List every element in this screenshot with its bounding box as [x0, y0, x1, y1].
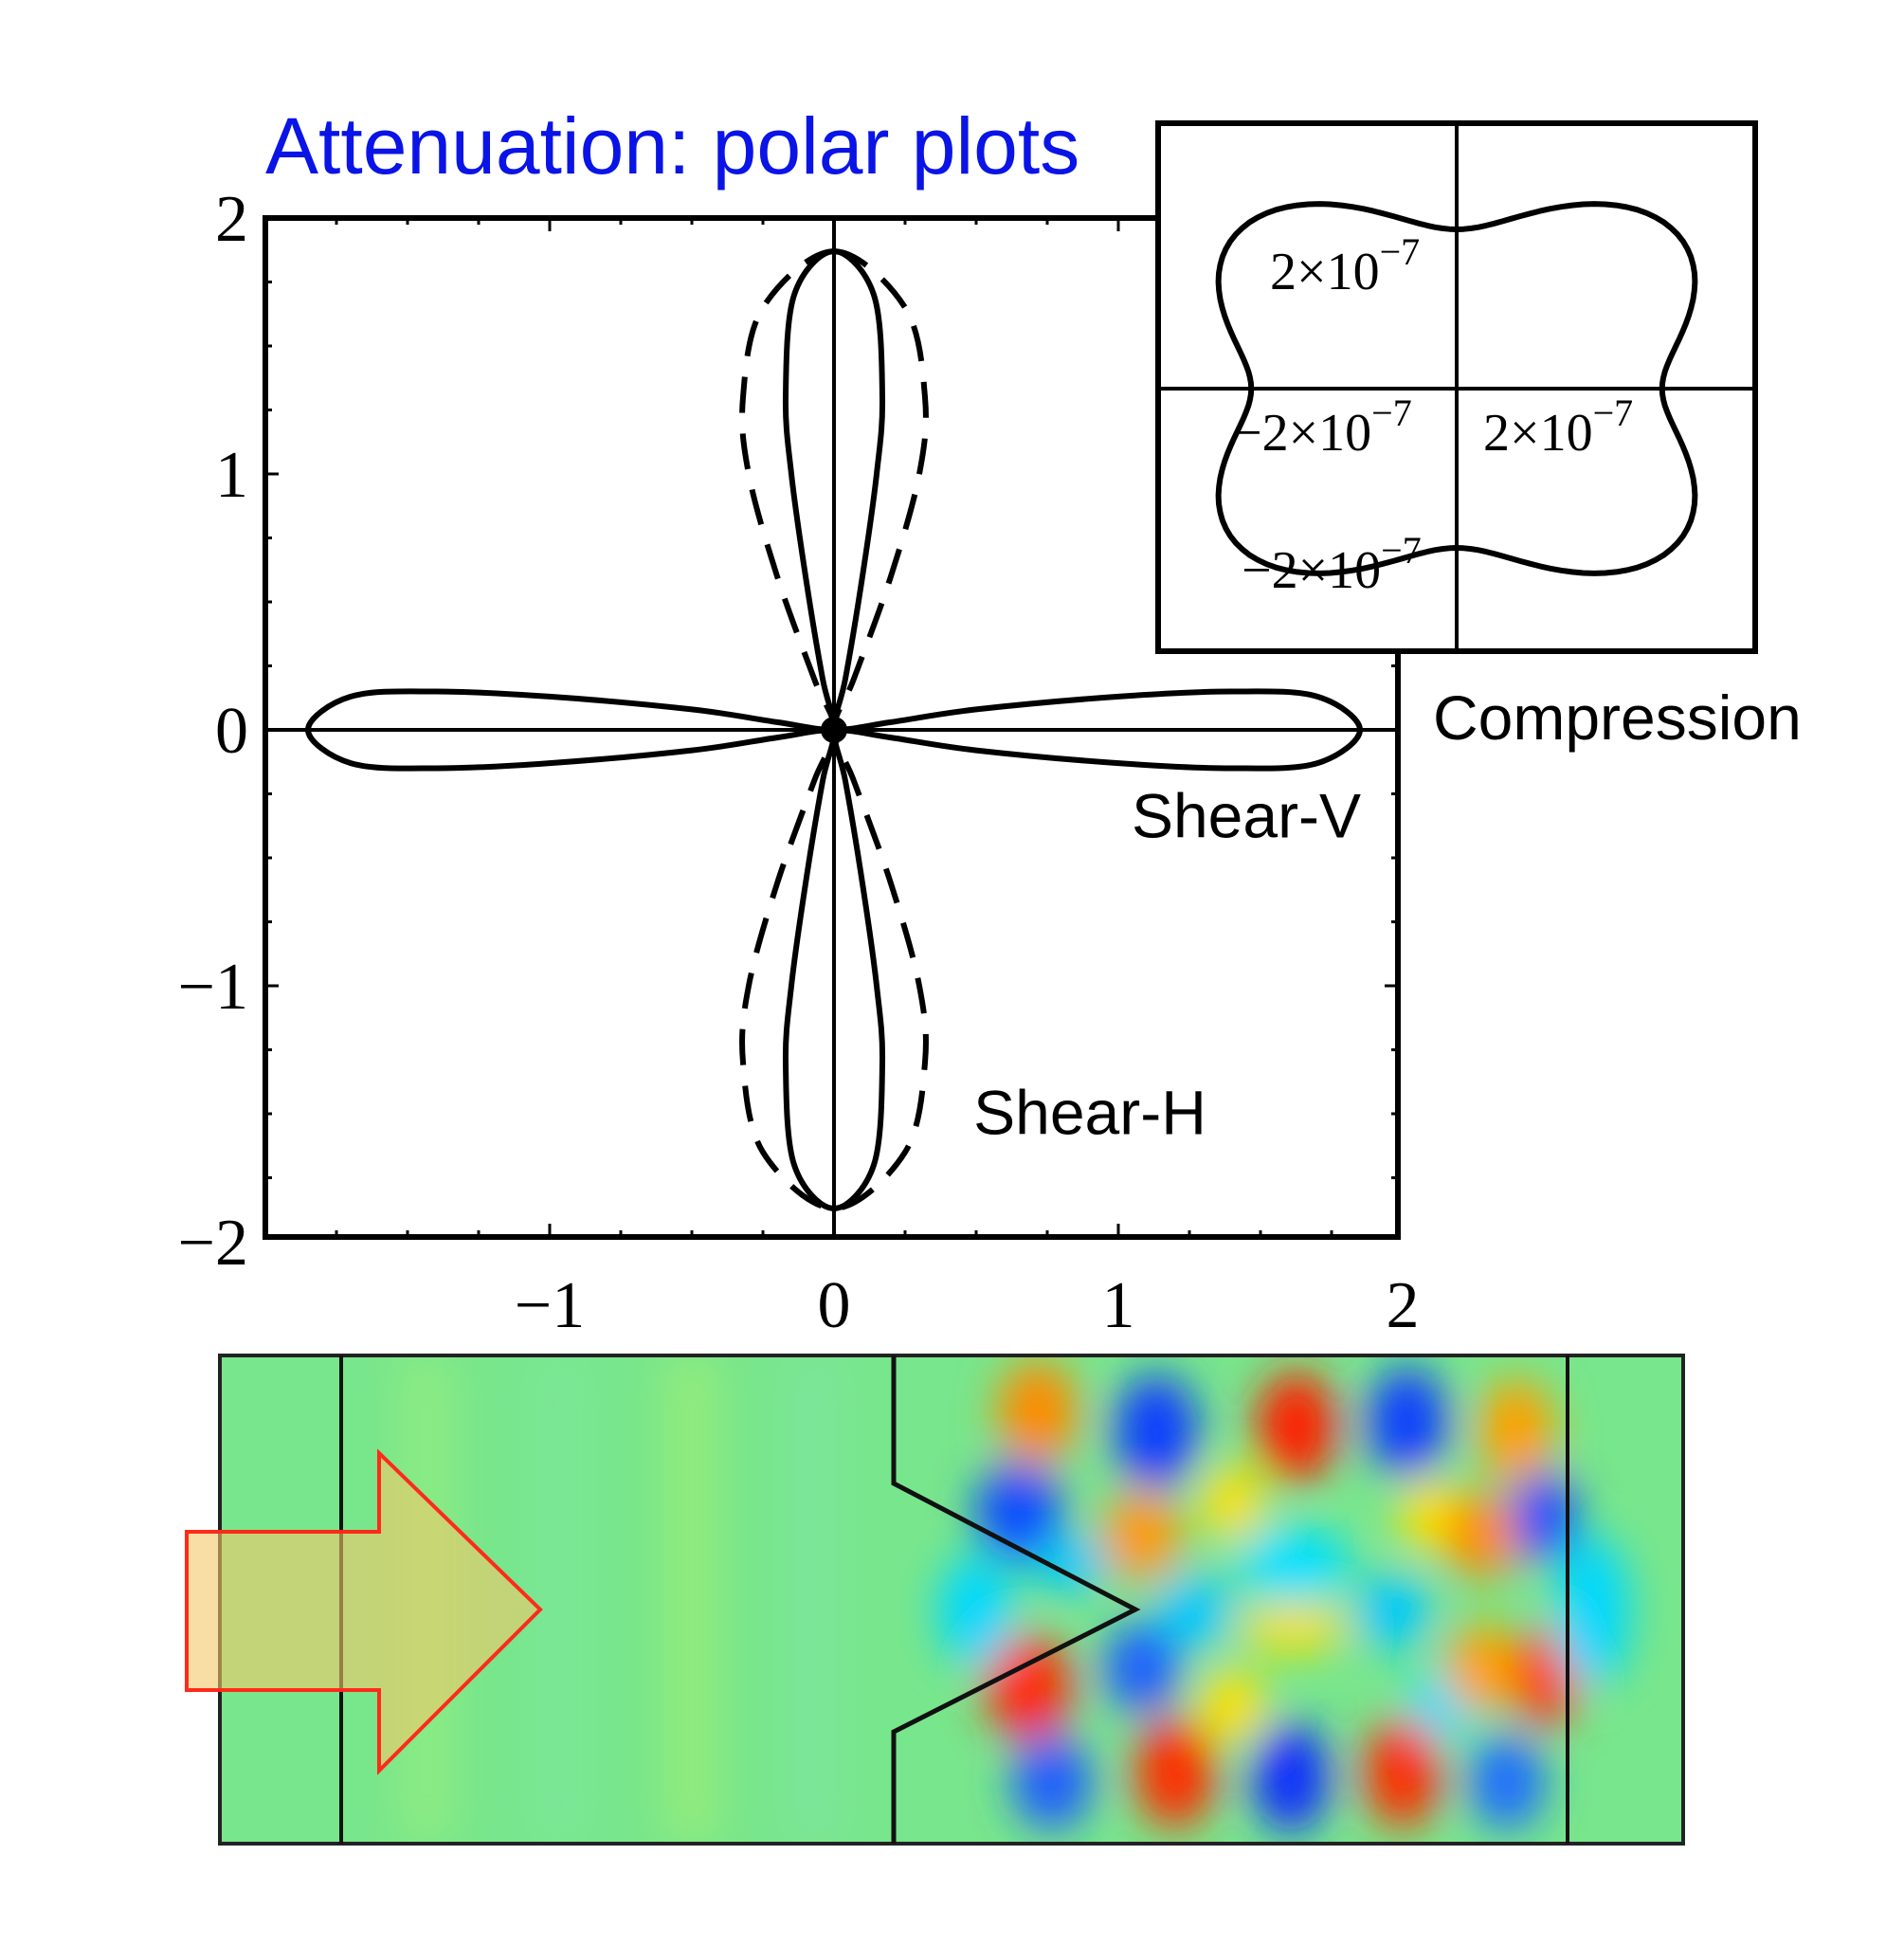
field-blob	[1237, 1526, 1351, 1602]
field-blob	[1365, 1718, 1441, 1828]
wave-stripe	[663, 1355, 720, 1844]
field-blob	[1102, 1490, 1182, 1581]
series-shear-v-horizontal-curve	[305, 688, 1363, 772]
plot-frame	[263, 215, 1401, 1240]
series-shear-v-vertical-curve	[782, 248, 886, 1211]
inset-tick-label: 2×10−7	[1483, 391, 1633, 463]
y-tick-label: 2	[215, 183, 248, 256]
field-blob	[1012, 1735, 1092, 1829]
incident-wave-stripes	[398, 1355, 843, 1844]
x-tick-label: 0	[818, 1269, 851, 1342]
inset-tick-label: −2×10−7	[1232, 391, 1412, 463]
wave-stripe	[787, 1355, 843, 1844]
x-tick-label: −1	[515, 1269, 585, 1342]
field-blob	[938, 1555, 1014, 1668]
field-blob	[1198, 1668, 1266, 1744]
series-annotation: Shear-H	[973, 1078, 1206, 1148]
field-blob	[1445, 1493, 1521, 1578]
main-polar-chart: −1 0 1 2 −2 −1 0 1 2 Shear-V Shear-H	[178, 183, 1420, 1342]
v-notch-boundary	[891, 1355, 1141, 1844]
x-tick-label: 1	[1102, 1269, 1135, 1342]
field-blob	[1355, 1573, 1431, 1649]
origin-marker	[821, 717, 847, 743]
field-blob	[1156, 1573, 1232, 1649]
wave-field-heatmap	[185, 1354, 1685, 1846]
field-blob	[1469, 1735, 1545, 1829]
field-blob	[998, 1360, 1078, 1464]
page-title: Attenuation: polar plots	[265, 101, 1080, 191]
inset-tick-label: 2×10−7	[1270, 230, 1420, 301]
field-blob	[1478, 1379, 1554, 1483]
x-tick-label: 2	[1387, 1269, 1420, 1342]
field-blob	[1445, 1625, 1521, 1712]
field-blob	[1135, 1718, 1215, 1828]
inset-tick-label: −2×10−7	[1242, 529, 1422, 600]
compression-label: Compression	[1433, 682, 1802, 753]
scattered-wave-blobs	[938, 1360, 1630, 1832]
inset-compression-chart: 2×10−7 −2×10−7 2×10−7 −2×10−7	[1155, 120, 1758, 654]
y-tick-label: −1	[178, 951, 248, 1024]
field-blob	[1513, 1471, 1577, 1562]
series-annotation: Shear-V	[1132, 780, 1361, 850]
y-tick-label: 0	[215, 695, 248, 768]
field-blob	[1253, 1722, 1329, 1832]
field-blob	[1257, 1372, 1336, 1482]
field-blob	[1033, 1536, 1109, 1592]
field-blob	[1104, 1623, 1180, 1714]
field-blob	[985, 1635, 1072, 1739]
field-blob	[1115, 1374, 1198, 1488]
field-blob	[1368, 1367, 1447, 1477]
wave-stripe	[531, 1355, 588, 1844]
compression-curve	[1215, 201, 1698, 576]
y-tick-label: 1	[215, 439, 248, 512]
incident-wave-arrow-icon	[185, 1448, 543, 1775]
field-blob	[1200, 1464, 1264, 1540]
y-tick-label: −2	[178, 1207, 248, 1280]
field-blob	[1554, 1536, 1630, 1687]
field-blob	[1239, 1606, 1349, 1651]
series-shear-h-vertical-curve	[739, 248, 929, 1211]
